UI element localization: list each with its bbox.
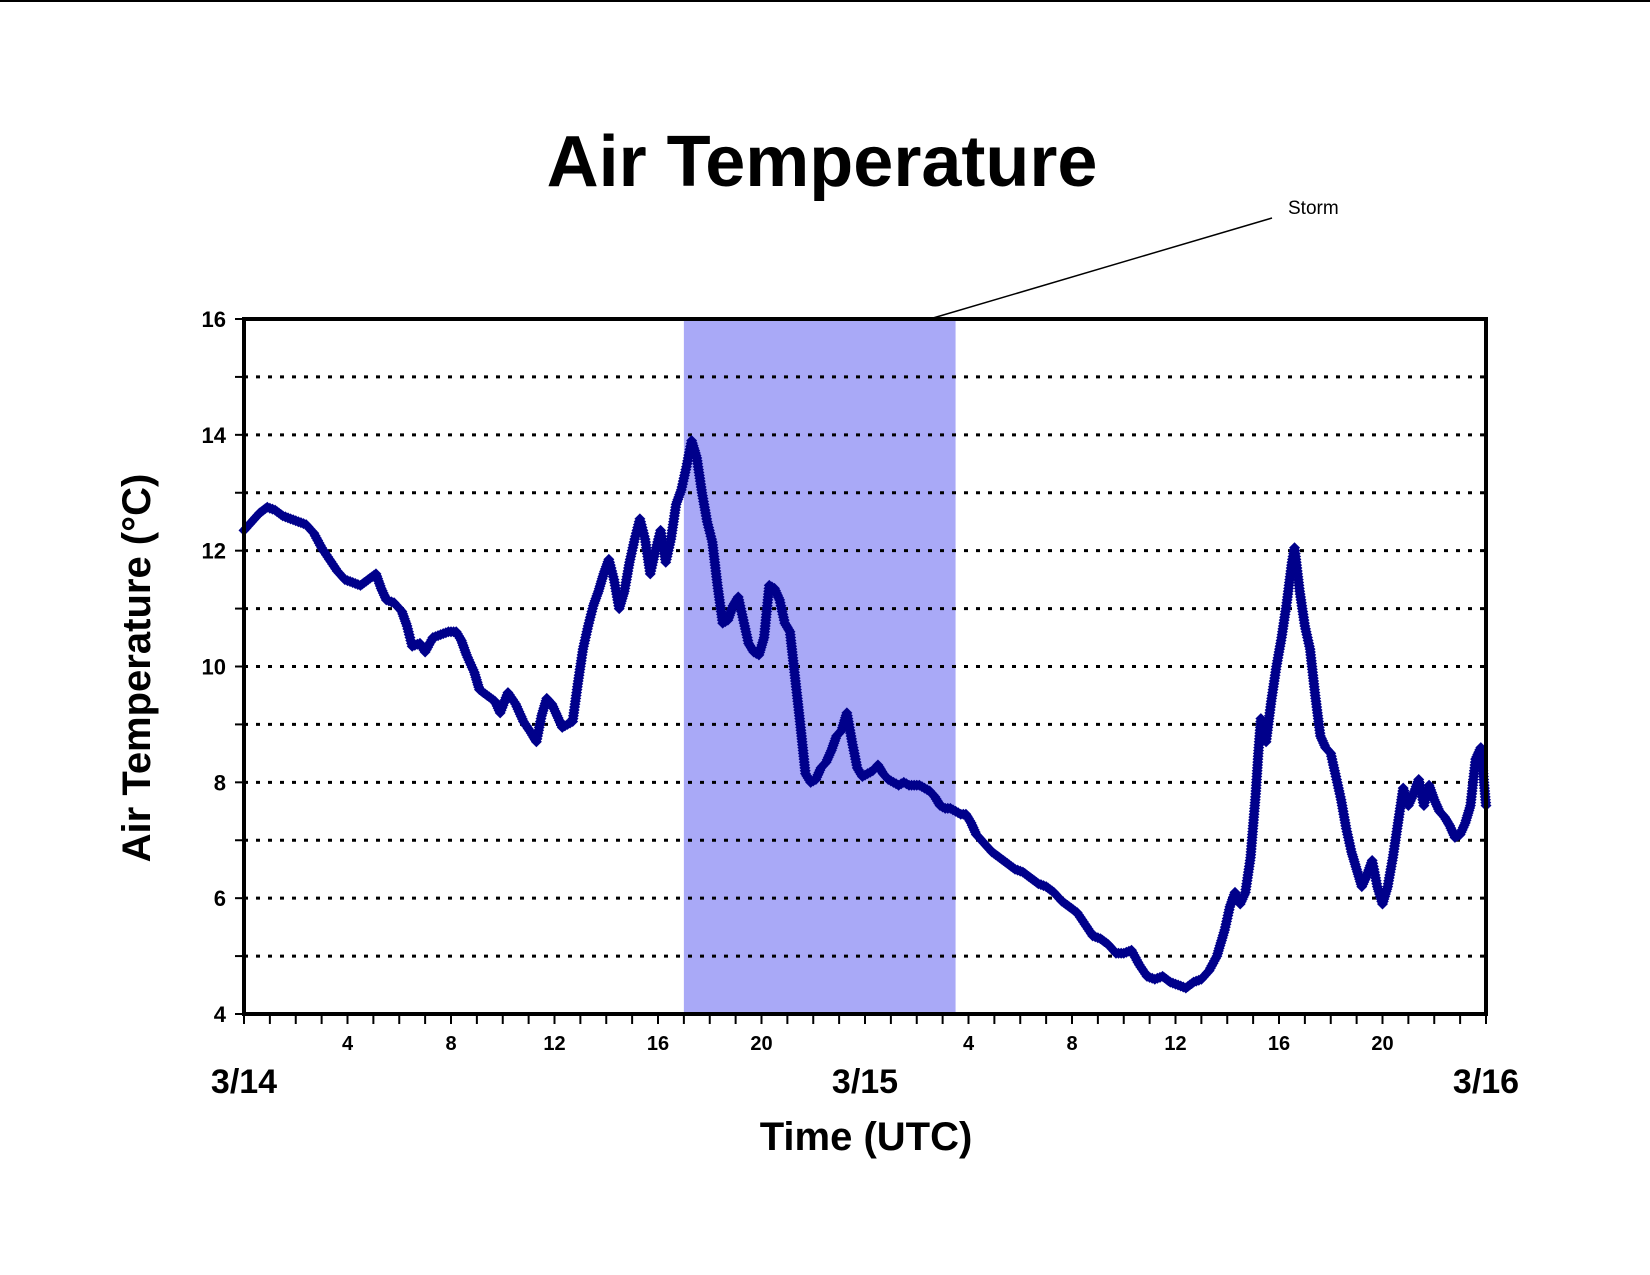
x-axis-label: Time (UTC) <box>760 1115 973 1159</box>
x-tick-label: 12 <box>543 1033 565 1055</box>
y-axis-label: Air Temperature (°C) <box>115 474 159 863</box>
chart-title: Air Temperature <box>547 122 1098 202</box>
y-tick-label: 14 <box>202 423 227 448</box>
x-tick-label: 8 <box>445 1033 456 1055</box>
y-tick-label: 10 <box>202 655 226 680</box>
x-tick-label: 4 <box>963 1033 975 1055</box>
storm-annotation-label: Storm <box>1288 198 1339 219</box>
y-tick-label: 6 <box>214 886 226 911</box>
storm-shaded-region <box>683 319 956 1014</box>
temperature-series <box>238 435 1492 994</box>
x-tick-label: 20 <box>1371 1033 1393 1055</box>
x-date-label: 3/14 <box>211 1063 277 1101</box>
x-tick-label: 12 <box>1164 1033 1186 1055</box>
x-tick-label: 20 <box>750 1033 772 1055</box>
gridlines <box>244 375 1486 958</box>
x-tick-label: 4 <box>342 1033 354 1055</box>
x-date-label: 3/16 <box>1453 1063 1519 1101</box>
x-tick-label: 16 <box>1268 1033 1290 1055</box>
y-tick-label: 4 <box>214 1002 227 1027</box>
y-axis-ticks: 4 6 8 10 12 14 16 <box>202 307 244 1027</box>
y-tick-label: 16 <box>202 307 226 332</box>
x-date-labels: 3/14 3/15 3/16 <box>211 1063 1519 1101</box>
y-tick-label: 12 <box>202 539 226 564</box>
top-border-line <box>0 0 1650 2</box>
x-date-label: 3/15 <box>832 1063 898 1101</box>
x-tick-label: 8 <box>1066 1033 1077 1055</box>
y-tick-label: 8 <box>214 770 226 795</box>
x-tick-label: 16 <box>647 1033 669 1055</box>
storm-shaded-region-group <box>683 319 956 1014</box>
storm-annotation-leader-line <box>929 217 1273 320</box>
x-axis-ticks: 4 8 12 16 20 4 8 12 16 20 <box>243 1014 1487 1055</box>
